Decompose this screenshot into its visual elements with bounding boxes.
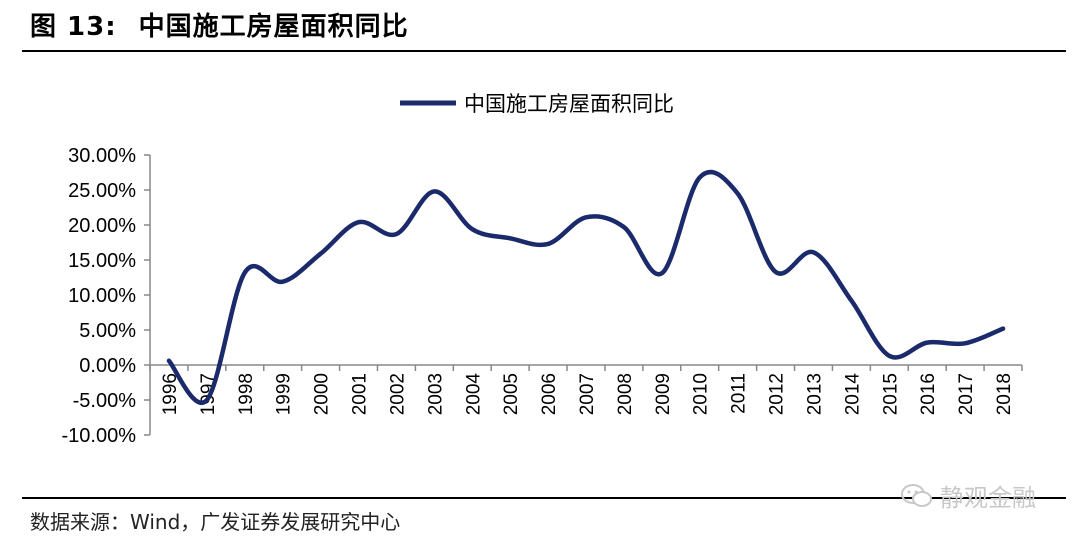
- x-tick-label: 2010: [691, 373, 712, 415]
- bottom-divider: [22, 497, 1066, 499]
- x-tick-label: 1996: [160, 373, 181, 415]
- x-tick-label: 2012: [767, 373, 788, 415]
- x-tick-label: 2013: [804, 373, 825, 415]
- x-tick-label: 2008: [615, 373, 636, 415]
- x-tick-label: 2002: [387, 373, 408, 415]
- x-tick-label: 2011: [729, 373, 750, 414]
- y-tick-label: -10.00%: [62, 425, 137, 447]
- x-tick-label: 2017: [956, 373, 977, 415]
- x-tick-label: 2018: [994, 373, 1015, 415]
- y-tick-label: -5.00%: [73, 390, 137, 412]
- x-tick-label: 2014: [842, 373, 863, 416]
- x-tick-label: 1998: [236, 373, 257, 415]
- x-tick-label: 2001: [350, 373, 371, 415]
- x-tick-label: 2016: [918, 373, 939, 415]
- legend-label: 中国施工房屋面积同比: [464, 93, 674, 116]
- series-line: [166, 169, 1006, 405]
- x-tick-label: 2005: [501, 373, 522, 415]
- watermark-text: 静观金融: [940, 484, 1036, 512]
- x-tick-label: 2003: [425, 373, 446, 415]
- y-tick-label: 0.00%: [79, 355, 136, 377]
- x-tick-label: 1999: [274, 373, 295, 415]
- x-tick-label: 2007: [577, 373, 598, 415]
- x-tick-label: 2006: [539, 373, 560, 415]
- wechat-icon: [901, 483, 932, 507]
- y-tick-label: 5.00%: [79, 320, 136, 342]
- figure-title: 图 13: 中国施工房屋面积同比: [30, 6, 409, 43]
- x-tick-label: 2015: [880, 373, 901, 415]
- top-divider: [22, 50, 1066, 52]
- data-source: 数据来源：Wind，广发证券发展研究中心: [30, 510, 401, 534]
- y-tick-label: 30.00%: [68, 145, 136, 167]
- y-tick-label: 10.00%: [68, 285, 136, 307]
- x-tick-label: 2000: [312, 373, 333, 415]
- figure-number: 图 13:: [30, 12, 117, 42]
- y-tick-label: 20.00%: [68, 215, 136, 237]
- line-chart: -10.00% -5.00% 0.00% 5.00% 10.00% 15.00% 20.00…: [62, 93, 1023, 447]
- x-tick-label: 2004: [463, 373, 484, 416]
- x-tick-label: 2009: [653, 373, 674, 415]
- watermark: 静观金融: [900, 478, 1036, 513]
- y-tick-label: 15.00%: [68, 250, 136, 272]
- figure-title-text: 中国施工房屋面积同比: [138, 12, 409, 42]
- y-tick-label: 25.00%: [68, 180, 136, 202]
